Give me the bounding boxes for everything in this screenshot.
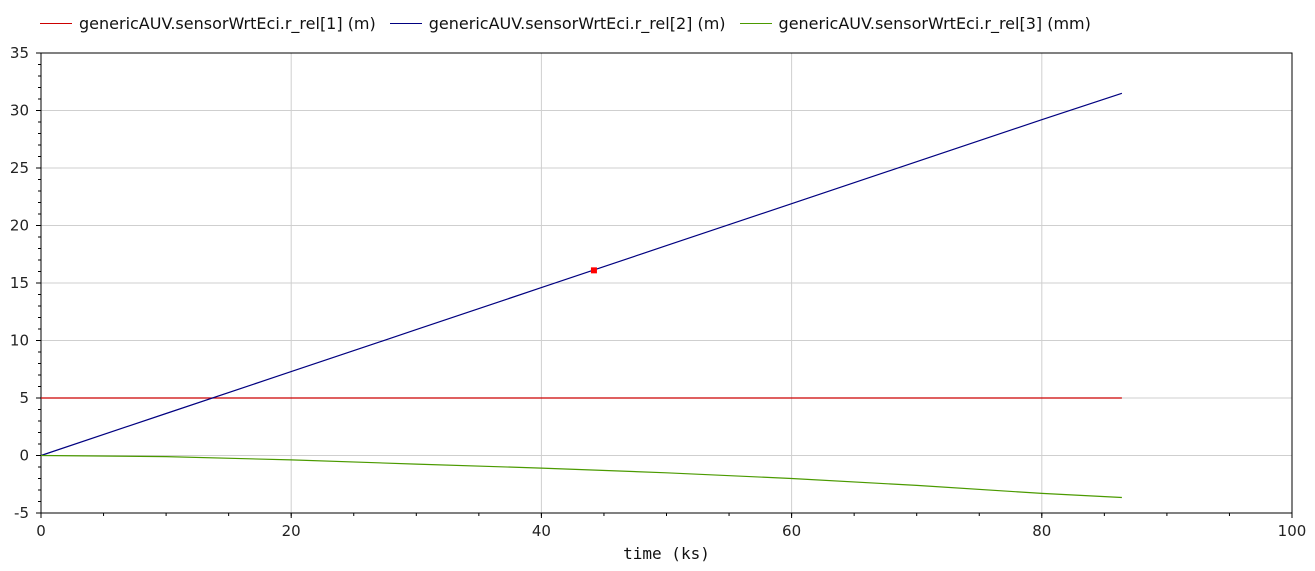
series-line-3 (40, 454, 1122, 499)
legend-swatch (739, 22, 772, 24)
data-point-marker[interactable] (590, 267, 597, 274)
x-axis-label: time (ks) (623, 544, 710, 563)
legend-item-3[interactable]: genericAUV.sensorWrtEci.r_rel[3] (mm) (739, 13, 1091, 33)
x-tick-label: 0 (36, 522, 46, 540)
series-lines (40, 92, 1123, 499)
y-tick-label: 25 (10, 159, 29, 177)
x-tick-label: 40 (532, 522, 551, 540)
y-tick-label: 35 (10, 44, 29, 62)
legend-label: genericAUV.sensorWrtEci.r_rel[1] (m) (79, 13, 376, 33)
series-line-2 (40, 92, 1123, 457)
x-tick-label: 60 (782, 522, 801, 540)
x-tick-label: 20 (282, 522, 301, 540)
axis-ticks: 0 20 40 60 80 100 -5 0 5 10 15 20 25 30 35 (10, 44, 1306, 540)
legend-swatch (389, 22, 422, 24)
y-tick-label: 5 (19, 389, 29, 407)
chart-legend: genericAUV.sensorWrtEci.r_rel[1] (m) gene… (40, 12, 1105, 34)
grid-lines (41, 53, 1292, 513)
legend-label: genericAUV.sensorWrtEci.r_rel[2] (m) (428, 13, 726, 33)
y-tick-label: 10 (10, 332, 29, 350)
y-tick-label: 30 (10, 102, 29, 120)
y-tick-label: 0 (19, 447, 29, 465)
legend-label: genericAUV.sensorWrtEci.r_rel[3] (mm) (778, 13, 1091, 33)
legend-item-2[interactable]: genericAUV.sensorWrtEci.r_rel[2] (m) (389, 13, 726, 33)
y-tick-label: 15 (10, 274, 29, 292)
x-tick-label: 80 (1032, 522, 1051, 540)
legend-item-1[interactable]: genericAUV.sensorWrtEci.r_rel[1] (m) (40, 14, 376, 33)
x-tick-label: 100 (1278, 522, 1307, 540)
y-tick-label: 20 (10, 217, 29, 235)
legend-swatch (40, 22, 72, 24)
y-tick-label: -5 (14, 504, 29, 522)
